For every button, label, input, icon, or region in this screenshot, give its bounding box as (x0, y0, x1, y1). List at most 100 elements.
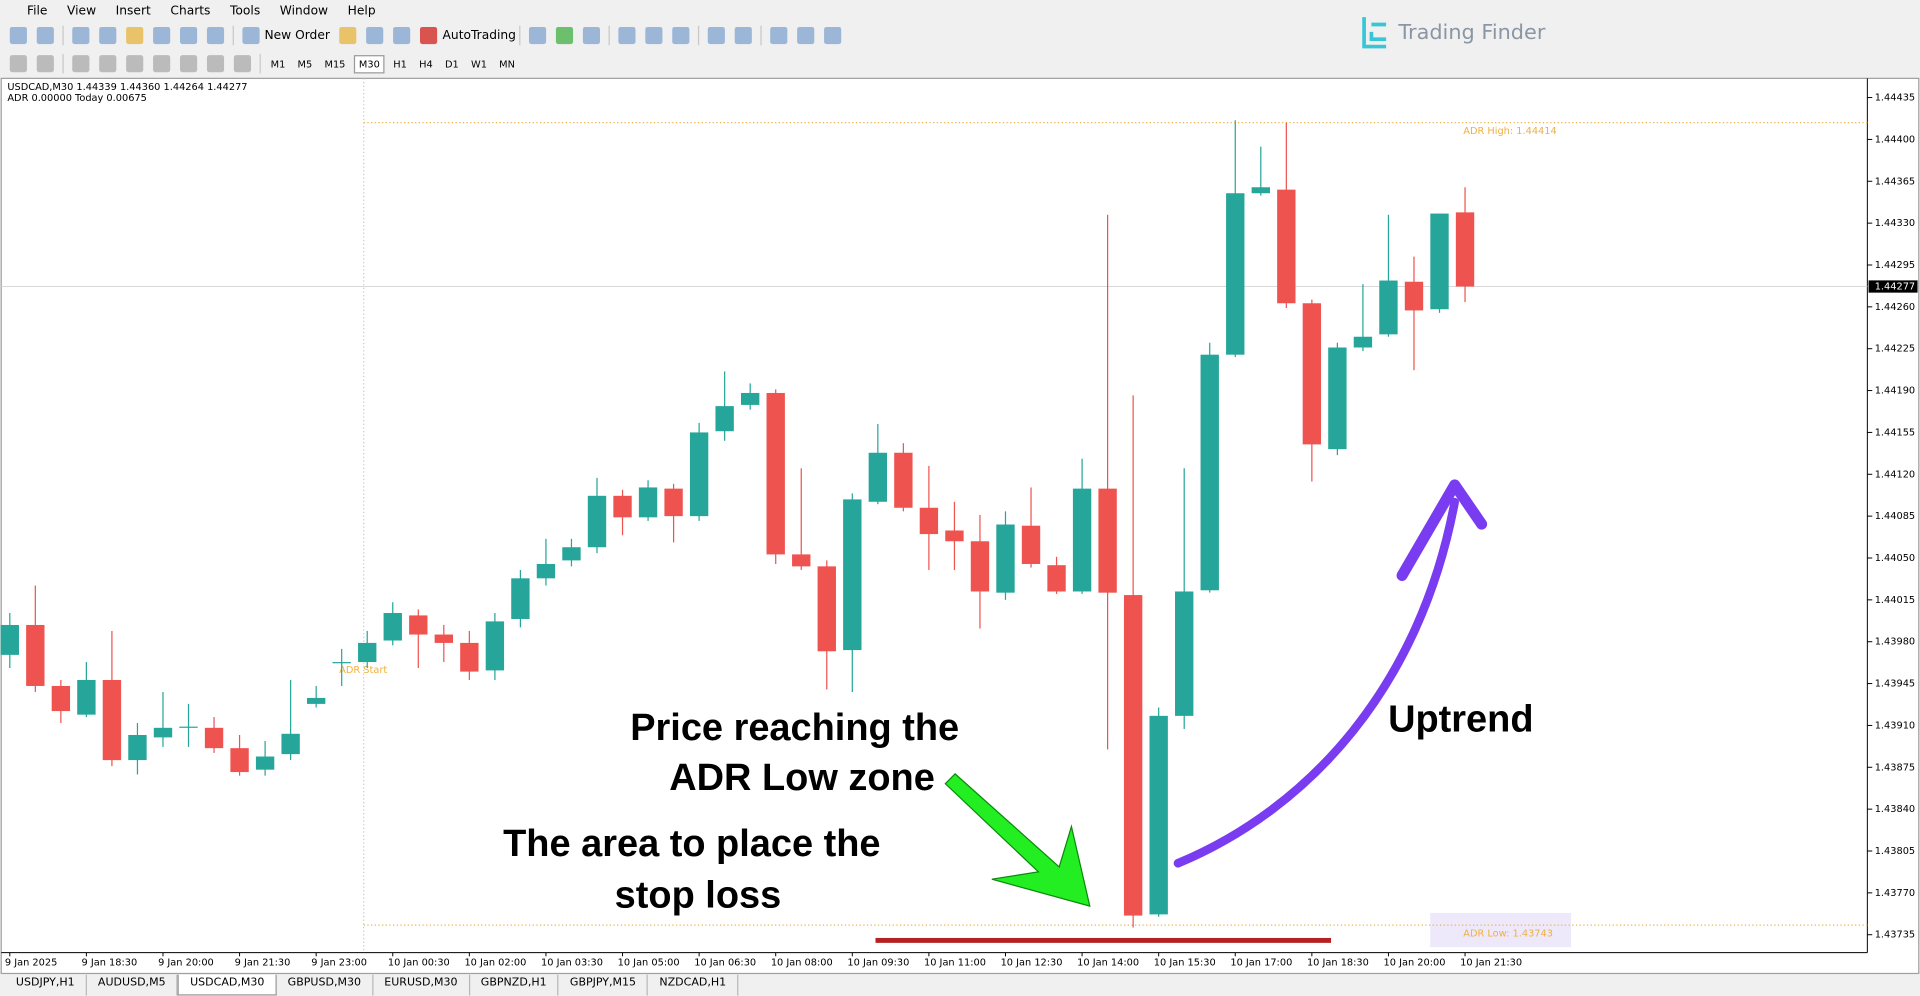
y-tick-label: 1.44050 (1875, 553, 1915, 564)
candle-body (1098, 488, 1117, 593)
timeframe-button[interactable]: H1 (393, 58, 407, 70)
toolbar-button[interactable] (72, 55, 90, 73)
toolbar-button[interactable] (206, 55, 225, 73)
toolbar-button[interactable] (618, 26, 636, 45)
chart-tab[interactable]: GBPUSD,M30 (277, 974, 374, 996)
timeframe-button[interactable]: D1 (444, 58, 459, 70)
y-tick-label: 1.44015 (1875, 595, 1915, 606)
menu-item[interactable]: Help (347, 4, 376, 18)
toolbar-button[interactable] (9, 26, 27, 45)
last-price-box (1868, 280, 1918, 293)
x-tick-label: 10 Jan 12:30 (1001, 957, 1063, 968)
candle-body (511, 578, 530, 619)
toolbar: New Order AutoTrading (0, 22, 1920, 49)
logo-icon (1362, 17, 1387, 49)
toolbar-button[interactable] (99, 26, 117, 45)
candle-body (970, 541, 990, 592)
candle-body (1455, 212, 1475, 287)
chart-tab[interactable]: GBPNZD,H1 (470, 974, 559, 996)
toolbar-button[interactable] (366, 26, 384, 45)
candle-body (996, 524, 1015, 593)
candle-body (409, 615, 428, 635)
y-tick-label: 1.43735 (1875, 930, 1915, 941)
y-tick-label: 1.44260 (1875, 302, 1915, 313)
adr-high-label: ADR High: 1.44414 (1463, 126, 1556, 137)
x-tick-label: 10 Jan 00:30 (388, 957, 450, 968)
chart-tab[interactable]: USDJPY,H1 (5, 974, 87, 996)
candle-body (1302, 303, 1322, 445)
toolbar-button[interactable] (735, 26, 753, 45)
toolbar-button[interactable] (233, 55, 252, 73)
toolbar-button[interactable] (206, 26, 225, 45)
toolbar-button[interactable] (770, 26, 788, 45)
candle-body (664, 488, 683, 517)
timeframe-button[interactable]: M5 (297, 58, 313, 70)
toolbar-button[interactable] (797, 26, 815, 45)
chart-tab[interactable]: EURUSD,M30 (373, 974, 470, 996)
y-tick-label: 1.43875 (1875, 762, 1915, 773)
candle-body (1175, 591, 1194, 716)
toolbar-button[interactable] (180, 55, 198, 73)
toolbar-button[interactable] (36, 26, 54, 45)
x-tick-label: 10 Jan 14:00 (1077, 957, 1139, 968)
toolbar-button[interactable] (556, 26, 574, 45)
toolbar-button[interactable] (824, 26, 842, 45)
menu-item[interactable]: Tools (230, 4, 261, 18)
candle-body (689, 432, 709, 517)
toolbar-button[interactable] (393, 26, 411, 45)
menu-item[interactable]: File (26, 4, 48, 18)
chart-tab[interactable]: NZDCAD,H1 (648, 974, 739, 996)
menu-item[interactable]: View (67, 4, 97, 18)
toolbar-button[interactable] (583, 26, 601, 45)
timeframe-button[interactable]: M1 (270, 58, 286, 70)
toolbar-button[interactable] (153, 26, 171, 45)
y-tick-label: 1.44330 (1875, 218, 1915, 229)
timeframe-button[interactable]: M15 (324, 58, 346, 70)
candle-body (1021, 525, 1041, 564)
toolbar-button[interactable] (180, 26, 198, 45)
menu-item[interactable]: Insert (115, 4, 151, 18)
toolbar-button[interactable] (36, 55, 54, 73)
candle-body (562, 547, 581, 561)
toolbar-button[interactable] (153, 55, 171, 73)
timeframe-button[interactable]: M30 (353, 54, 385, 73)
candle-body (434, 634, 454, 643)
logo-text: Trading Finder (1398, 20, 1546, 46)
x-tick-label: 9 Jan 20:00 (158, 957, 214, 968)
toolbar-button[interactable] (72, 26, 90, 45)
toolbar-button[interactable] (126, 26, 144, 45)
toolbar-button[interactable] (9, 55, 27, 73)
toolbar-button[interactable] (708, 26, 726, 45)
toolbar-button[interactable] (672, 26, 690, 45)
menu-item[interactable]: Window (279, 4, 329, 18)
candle-body (1123, 595, 1143, 916)
timeframe-button[interactable]: W1 (471, 58, 487, 70)
timeframe-button[interactable]: MN (499, 58, 515, 70)
toolbar-button[interactable] (529, 26, 547, 45)
last-price-label: 1.44277 (1875, 282, 1915, 293)
timeframe-button[interactable]: H4 (419, 58, 433, 70)
plot: 1.44435 1.44400 1.44365 1.44330 1.44295 1.442… (0, 93, 1918, 968)
candle-body (587, 495, 607, 548)
toolbar-button[interactable] (99, 55, 117, 73)
button-label: AutoTrading (442, 28, 516, 43)
candle-body (613, 495, 632, 518)
new-order-button[interactable]: New Order (238, 26, 330, 45)
toolbar-button[interactable] (339, 26, 357, 45)
menu-item[interactable]: Charts (170, 4, 211, 18)
toolbar-button[interactable] (645, 26, 663, 45)
candle-body (919, 507, 939, 535)
y-tick-label: 1.44085 (1875, 511, 1915, 522)
toolbar-button[interactable] (126, 55, 144, 73)
x-tick-label: 10 Jan 17:00 (1230, 957, 1292, 968)
candle-body (638, 487, 658, 518)
chart-tab[interactable]: GBPJPY,M15 (559, 974, 649, 996)
candle-body (0, 624, 19, 655)
chart-tab[interactable]: AUDUSD,M5 (87, 974, 178, 996)
x-tick-label: 10 Jan 08:00 (771, 957, 833, 968)
autotrading-button[interactable]: AutoTrading (416, 26, 516, 45)
candle-body (1251, 187, 1270, 194)
chart-tab[interactable]: USDCAD,M30 (177, 974, 277, 996)
